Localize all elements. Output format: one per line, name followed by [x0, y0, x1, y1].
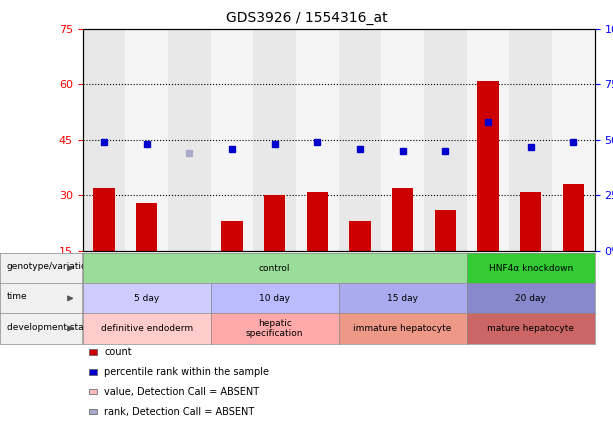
Bar: [264, 195, 286, 251]
Bar: [435, 210, 456, 251]
Text: hepatic
specification: hepatic specification: [246, 319, 303, 338]
Text: percentile rank within the sample: percentile rank within the sample: [104, 367, 269, 377]
Text: 15 day: 15 day: [387, 294, 418, 303]
Bar: [93, 188, 115, 251]
Bar: [168, 29, 211, 251]
Text: control: control: [259, 264, 291, 273]
Bar: [83, 29, 126, 251]
Bar: [306, 192, 328, 251]
Bar: [392, 188, 413, 251]
Bar: [253, 29, 296, 251]
Text: 10 day: 10 day: [259, 294, 290, 303]
Bar: [563, 184, 584, 251]
Text: 20 day: 20 day: [515, 294, 546, 303]
Text: immature hepatocyte: immature hepatocyte: [354, 324, 452, 333]
Text: count: count: [104, 347, 132, 357]
Text: HNF4α knockdown: HNF4α knockdown: [489, 264, 573, 273]
Text: definitive endoderm: definitive endoderm: [101, 324, 193, 333]
Text: time: time: [7, 292, 27, 301]
Text: GDS3926 / 1554316_at: GDS3926 / 1554316_at: [226, 11, 387, 25]
Text: development stage: development stage: [7, 322, 94, 332]
Bar: [552, 29, 595, 251]
Bar: [221, 221, 243, 251]
Bar: [478, 81, 498, 251]
Text: genotype/variation: genotype/variation: [7, 262, 93, 271]
Text: rank, Detection Call = ABSENT: rank, Detection Call = ABSENT: [104, 407, 254, 416]
Bar: [296, 29, 338, 251]
Text: mature hepatocyte: mature hepatocyte: [487, 324, 574, 333]
Bar: [520, 192, 541, 251]
Bar: [424, 29, 466, 251]
Bar: [136, 203, 158, 251]
Bar: [211, 29, 253, 251]
Text: value, Detection Call = ABSENT: value, Detection Call = ABSENT: [104, 387, 259, 396]
Bar: [381, 29, 424, 251]
Text: 5 day: 5 day: [134, 294, 159, 303]
Bar: [509, 29, 552, 251]
Bar: [126, 29, 168, 251]
Bar: [349, 221, 371, 251]
Bar: [466, 29, 509, 251]
Bar: [338, 29, 381, 251]
